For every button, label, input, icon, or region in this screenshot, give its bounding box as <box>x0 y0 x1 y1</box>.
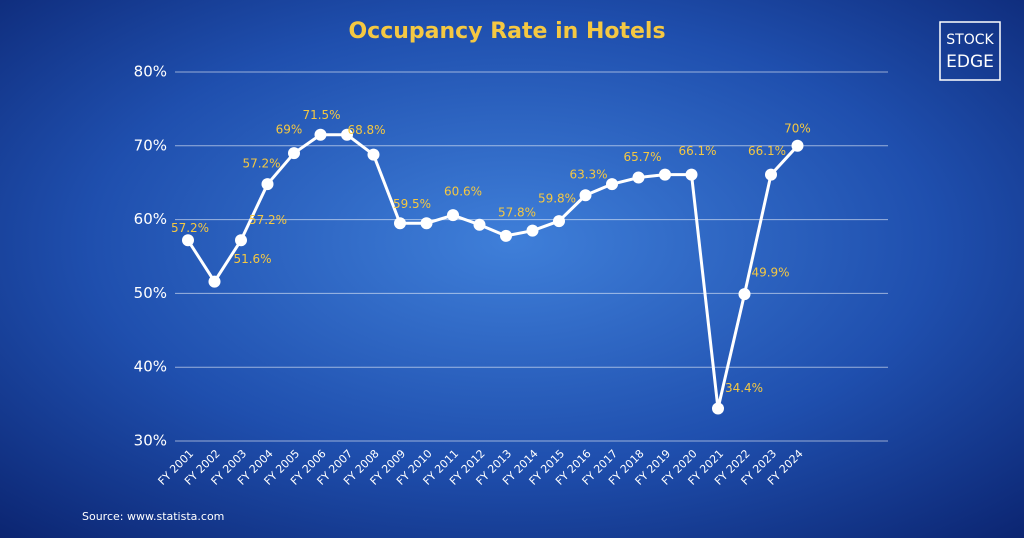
data-label: 71.5% <box>302 108 340 122</box>
point <box>182 234 194 247</box>
point <box>606 178 618 191</box>
data-label: 66.1% <box>748 144 786 158</box>
data-label: 59.8% <box>538 192 576 206</box>
data-label: 63.3% <box>569 168 607 182</box>
point <box>235 234 247 247</box>
point <box>765 168 777 181</box>
point <box>579 189 592 202</box>
logo-text: EDGE <box>946 52 994 72</box>
point <box>420 217 433 230</box>
line <box>186 133 799 411</box>
point <box>288 147 300 160</box>
point <box>473 218 486 231</box>
point <box>685 168 698 181</box>
point <box>367 148 380 161</box>
y-tick-label: 60% <box>134 210 167 228</box>
point <box>659 168 671 181</box>
data-label: 66.1% <box>678 144 716 158</box>
point <box>394 217 406 230</box>
y-tick-label: 40% <box>134 358 167 376</box>
y-tick-label: 80% <box>134 63 167 81</box>
point <box>553 215 565 228</box>
point <box>261 178 274 191</box>
data-label: 34.4% <box>725 381 763 395</box>
data-label: 57.8% <box>498 205 536 219</box>
point <box>632 171 645 184</box>
data-label: 68.8% <box>347 123 385 137</box>
data-label: 51.6% <box>233 252 271 266</box>
data-label: 59.5% <box>393 197 431 211</box>
data-label: 70% <box>784 121 811 135</box>
annotation: 57.2% <box>242 157 280 171</box>
point <box>314 128 327 141</box>
data-label: 65.7% <box>623 150 661 164</box>
point <box>208 275 221 288</box>
data-label: 49.9% <box>751 266 789 280</box>
point <box>447 209 459 222</box>
y-tick-label: 30% <box>134 432 167 450</box>
point <box>738 288 751 301</box>
chart-title: Occupancy Rate in Hotels <box>348 19 665 44</box>
data-label: 60.6% <box>444 185 482 199</box>
data-label: 57.2% <box>171 221 209 235</box>
point <box>526 224 539 237</box>
y-tick-label: 50% <box>134 284 167 302</box>
source: Source: www.statista.com <box>82 510 224 523</box>
point <box>712 402 724 415</box>
data-label: 57.2% <box>249 213 287 227</box>
point <box>341 128 353 141</box>
y-tick-label: 70% <box>134 136 167 154</box>
logo-frame <box>939 21 1001 81</box>
data-label: 69% <box>276 123 303 137</box>
point <box>500 229 512 242</box>
point <box>791 139 804 152</box>
logo-text: STOCK <box>946 32 994 48</box>
